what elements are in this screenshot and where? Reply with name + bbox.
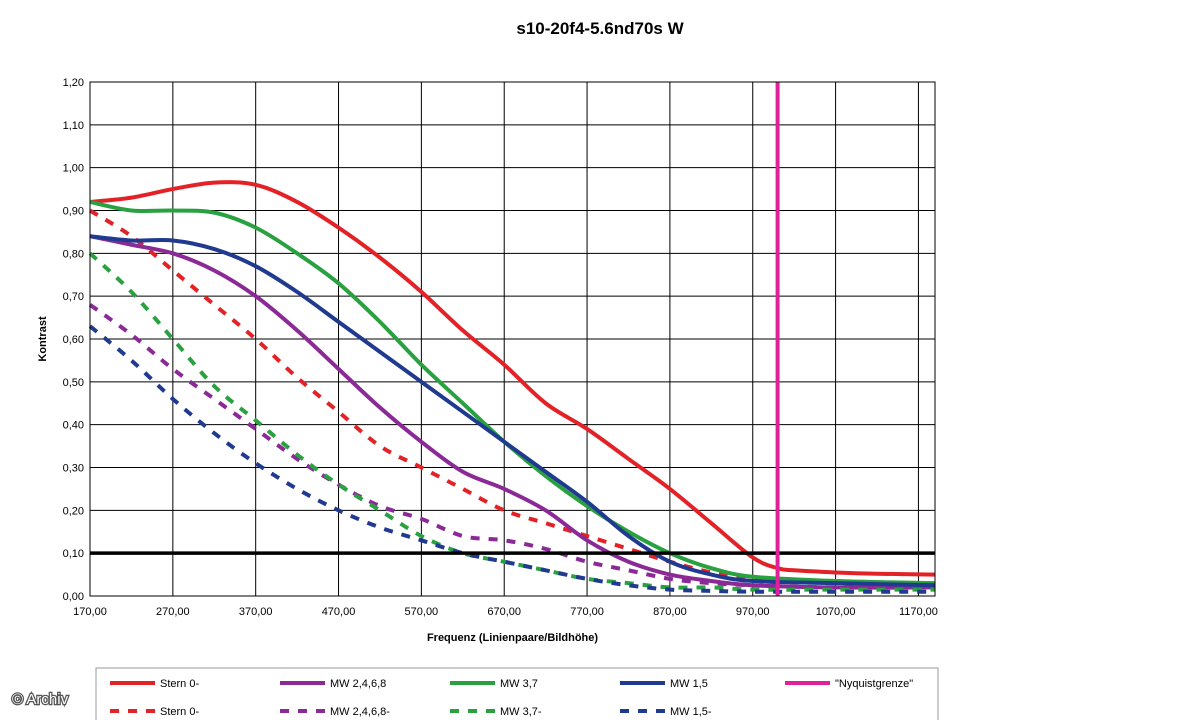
- chart-title: s10-20f4-5.6nd70s W: [516, 19, 684, 38]
- y-tick-label: 0,70: [63, 291, 84, 303]
- x-tick-label: 170,00: [73, 606, 107, 618]
- series-line-0: [89, 180, 936, 577]
- legend-label: MW 3,7: [500, 678, 538, 690]
- y-tick-label: 1,10: [63, 120, 84, 132]
- legend-label: MW 2,4,6,8: [330, 678, 386, 690]
- series-line-3: [88, 303, 936, 590]
- reference-lines: [90, 82, 935, 596]
- legend-label: MW 3,7-: [500, 706, 542, 718]
- series-line-4: [89, 199, 936, 586]
- legend: Stern 0- MW 2,4,6,8 MW 3,7 MW 1,5 Stern 0- MW…: [110, 678, 913, 718]
- y-axis-label: Kontrast: [37, 316, 49, 362]
- y-tick-label: 0,00: [63, 591, 84, 603]
- x-tick-label: 1170,00: [899, 606, 938, 618]
- legend-label: MW 1,5-: [670, 706, 712, 718]
- x-tick-label: 670,00: [487, 606, 521, 618]
- series-line-2: [89, 234, 936, 590]
- x-tick-label: 770,00: [570, 606, 604, 618]
- y-tick-label: 0,80: [63, 248, 84, 260]
- y-tick-label: 0,60: [63, 334, 84, 346]
- x-tick-label: 270,00: [156, 606, 190, 618]
- legend-label: MW 1,5: [670, 678, 708, 690]
- grid: [89, 81, 935, 597]
- credit-watermark: © Archiv: [12, 691, 69, 708]
- x-tick-label: 470,00: [322, 606, 356, 618]
- legend-label: "Nyquistgrenze": [835, 678, 913, 690]
- legend-label: Stern 0-: [160, 706, 199, 718]
- y-tick-label: 0,50: [63, 377, 84, 389]
- y-tick-label: 0,90: [63, 206, 84, 218]
- y-tick-label: 1,00: [63, 163, 84, 175]
- series-line-7: [88, 324, 935, 594]
- series-line-6: [89, 234, 936, 588]
- y-tick-label: 0,30: [63, 463, 84, 475]
- x-tick-label: 370,00: [239, 606, 273, 618]
- y-tick-label: 1,20: [63, 77, 84, 89]
- plot-frame: [89, 81, 936, 597]
- y-tick-labels: 0,00 0,10 0,20 0,30 0,40 0,50 0,60 0,70 0,80 0,90…: [63, 77, 84, 603]
- y-tick-label: 0,40: [63, 420, 84, 432]
- series-line-1: [88, 208, 936, 588]
- series-lines: [88, 180, 936, 594]
- legend-box: [95, 667, 939, 720]
- x-tick-label: 1070,00: [816, 606, 856, 618]
- x-tick-label: 570,00: [405, 606, 439, 618]
- legend-label: Stern 0-: [160, 678, 199, 690]
- series-line-5: [88, 251, 935, 592]
- y-tick-label: 0,10: [63, 548, 84, 560]
- x-axis-label: Frequenz (Linienpaare/Bildhöhe): [427, 632, 598, 644]
- x-tick-labels: 170,00 270,00 370,00 470,00 570,00 670,00 770,…: [73, 606, 938, 618]
- x-tick-label: 970,00: [736, 606, 770, 618]
- y-tick-label: 0,20: [63, 505, 84, 517]
- x-tick-label: 870,00: [653, 606, 687, 618]
- legend-label: MW 2,4,6,8-: [330, 706, 390, 718]
